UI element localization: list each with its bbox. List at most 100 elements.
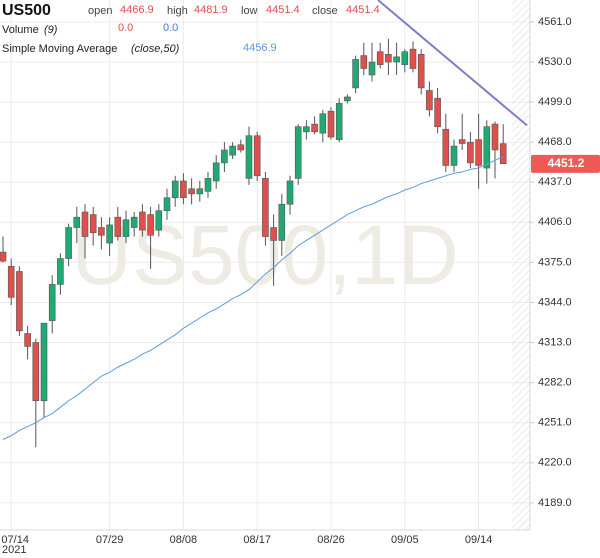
- candle-body: [417, 53, 425, 89]
- candle-body: [155, 210, 163, 231]
- value: 4466.9: [120, 4, 154, 16]
- candle-body: [122, 219, 130, 237]
- y-tick-label: 4530.0: [538, 56, 572, 68]
- candle-body: [344, 96, 351, 102]
- candle-body: [352, 59, 359, 89]
- sma-line: [2, 156, 504, 440]
- candle-body: [40, 322, 48, 402]
- label: low: [241, 5, 258, 17]
- y-tick-label: 4313.0: [538, 336, 572, 348]
- candle-body: [188, 188, 195, 195]
- sma-label: Simple Moving Average: [2, 43, 117, 55]
- candle-body: [81, 211, 89, 237]
- value: 4451.4: [346, 4, 380, 16]
- candle-body: [327, 110, 335, 138]
- candle-body: [483, 126, 491, 169]
- candle-body: [335, 103, 343, 140]
- y-tick-label: 4375.0: [538, 256, 572, 268]
- x-tick-label: 09/05: [391, 534, 419, 546]
- header: US500 open 4466.9 high 4481.9 low 4451.4…: [2, 2, 380, 55]
- candle-body: [0, 251, 7, 262]
- value: 4481.9: [194, 4, 228, 16]
- x-tick-label: 07/29: [96, 534, 124, 546]
- candle-body: [7, 265, 15, 298]
- y-tick-label: 4189.0: [538, 497, 572, 509]
- candle-body: [65, 227, 72, 259]
- y-tick-label: 4406.0: [538, 216, 572, 228]
- y-tick-label: 4251.0: [538, 417, 572, 429]
- x-tick-label: 08/17: [243, 534, 271, 546]
- candle-body: [57, 258, 64, 285]
- candle-body: [196, 188, 204, 195]
- candle-body: [499, 143, 507, 164]
- candle-body: [24, 333, 31, 347]
- candle-body: [253, 135, 261, 177]
- candle-body: [106, 224, 113, 244]
- candle-body: [401, 51, 409, 65]
- y-tick-label: 4499.0: [538, 96, 572, 108]
- volume-params: (9): [44, 24, 58, 36]
- candle-body: [442, 128, 450, 166]
- candle-body: [245, 135, 253, 179]
- candle-body: [48, 284, 56, 321]
- candle-body: [434, 97, 441, 127]
- candle-body: [73, 216, 81, 228]
- candle-body: [360, 55, 368, 69]
- candle-body: [467, 141, 474, 164]
- candle-body: [286, 180, 294, 205]
- candle-body: [171, 180, 179, 199]
- candle-body: [212, 162, 220, 182]
- sma-params: (close,50): [131, 43, 180, 55]
- label: open: [88, 5, 112, 17]
- label: high: [167, 5, 188, 17]
- y-tick-label: 4282.0: [538, 377, 572, 389]
- volume-label: Volume: [2, 24, 39, 36]
- candle-body: [204, 178, 212, 192]
- candle-body: [409, 48, 417, 69]
- candle-body: [393, 56, 400, 63]
- candle-body: [163, 197, 171, 212]
- candle-body: [475, 139, 482, 166]
- trendline: [377, 0, 528, 127]
- candle-body: [139, 211, 146, 231]
- candle-body: [180, 180, 187, 199]
- candle-body: [376, 51, 384, 65]
- candle-body: [147, 214, 154, 236]
- candle-body: [311, 123, 318, 133]
- price-tag-label: 4451.2: [548, 156, 585, 170]
- candle-body: [98, 227, 105, 236]
- x-tick-label: 07/14: [1, 534, 29, 546]
- candle-body: [368, 61, 376, 76]
- candle-body: [237, 144, 245, 151]
- candle-body: [270, 227, 277, 241]
- candle-body: [89, 214, 97, 233]
- candle-body: [426, 90, 433, 111]
- candle-body: [130, 216, 138, 228]
- plot: [0, 0, 528, 448]
- x-tick-label: 08/08: [170, 534, 198, 546]
- y-tick-label: 4561.0: [538, 16, 572, 28]
- candle-body: [221, 149, 228, 164]
- future-area: [512, 0, 530, 530]
- candle-body: [458, 139, 466, 144]
- candle-body: [114, 216, 122, 237]
- candle-body: [16, 271, 23, 332]
- label: close: [312, 5, 338, 17]
- candle-body: [229, 145, 236, 156]
- value: 4451.4: [266, 4, 300, 16]
- y-tick-label: 4437.0: [538, 176, 572, 188]
- candle-body: [262, 178, 269, 237]
- price-tag: [531, 154, 600, 173]
- candle-body: [450, 145, 458, 166]
- candle-body: [385, 53, 392, 63]
- y-tick-label: 4344.0: [538, 296, 572, 308]
- candle-body: [294, 126, 302, 179]
- candle-body: [32, 342, 40, 402]
- year-label: 2021: [2, 544, 26, 556]
- candle-body: [303, 126, 310, 133]
- symbol: US500: [2, 2, 51, 19]
- volume-value: 0.0: [118, 22, 133, 34]
- y-tick-label: 4220.0: [538, 457, 572, 469]
- candle-body: [491, 123, 499, 151]
